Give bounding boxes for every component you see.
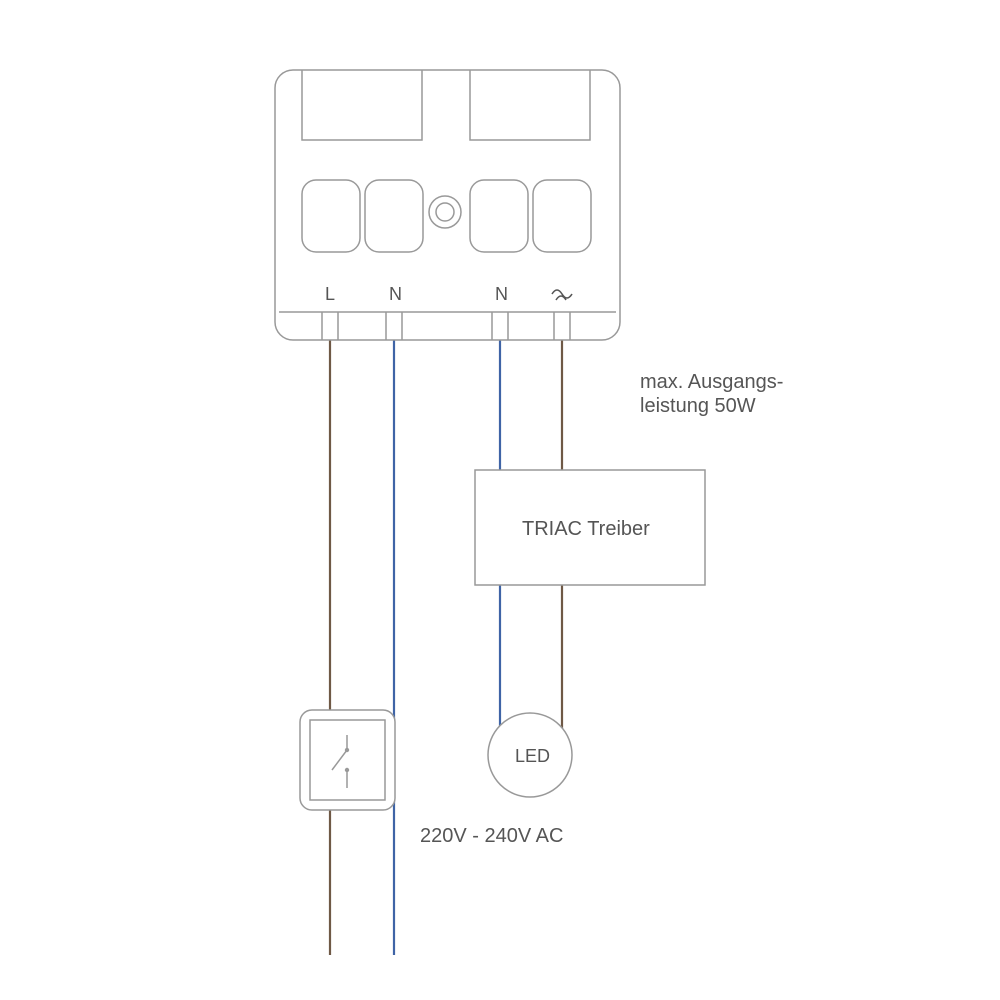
led-label: LED — [515, 746, 550, 766]
terminal-label-L: L — [325, 284, 335, 304]
output-power-label: leistung 50W — [640, 395, 756, 417]
wires-group — [330, 340, 562, 955]
wiring-diagram: L N N TRIAC Treiber LED max. Ausgangs- l… — [0, 0, 1000, 1000]
output-power-label: max. Ausgangs- — [640, 371, 783, 393]
dimmer-module: L N N — [275, 70, 620, 340]
terminal-label-N2: N — [495, 284, 508, 304]
driver-label: TRIAC Treiber — [522, 518, 650, 540]
input-voltage-label: 220V - 240V AC — [420, 825, 563, 847]
led-bulb: LED — [488, 713, 572, 797]
triac-driver: TRIAC Treiber — [475, 470, 705, 585]
terminal-label-N: N — [389, 284, 402, 304]
wall-switch — [300, 710, 395, 810]
